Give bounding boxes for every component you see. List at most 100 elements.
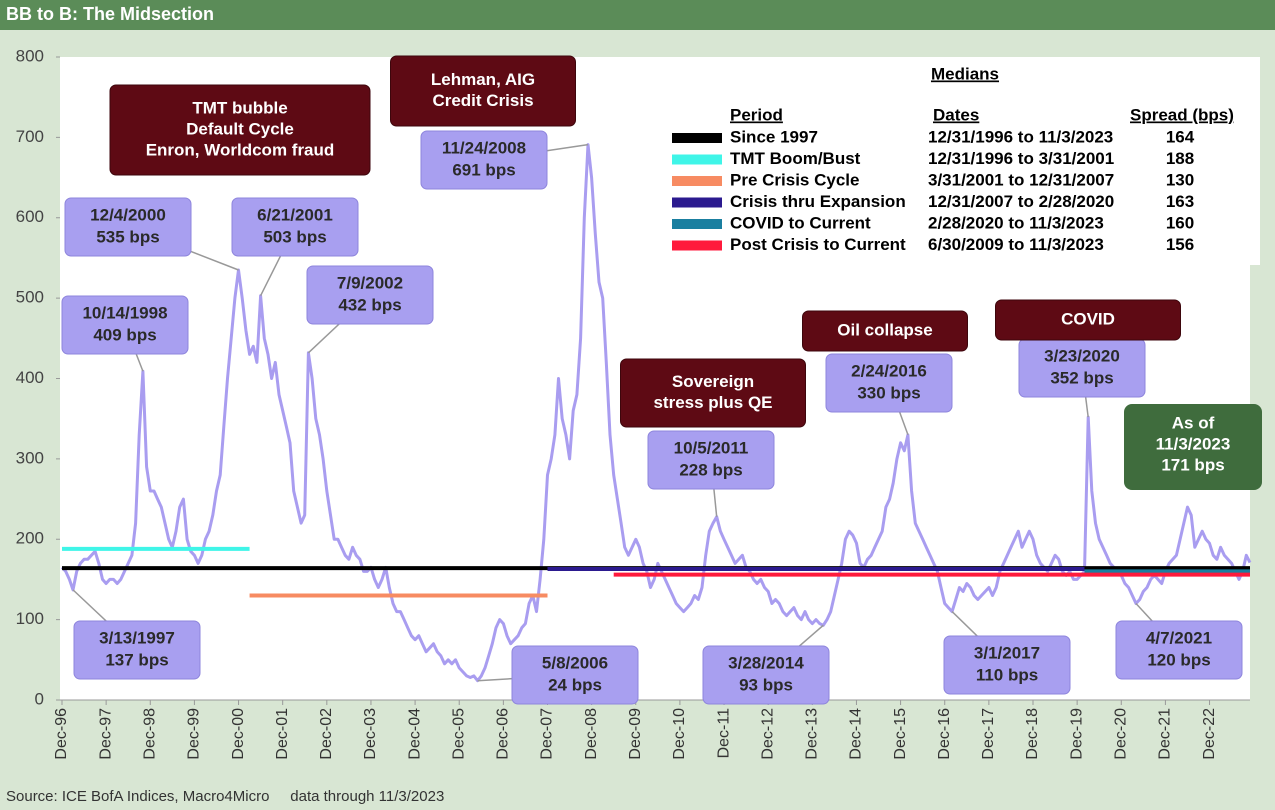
event-text: Credit Crisis xyxy=(432,91,533,110)
y-tick-label: 700 xyxy=(16,127,44,146)
legend-period: Since 1997 xyxy=(730,127,818,146)
legend-dates: 6/30/2009 to 11/3/2023 xyxy=(928,235,1104,254)
callout-value: 503 bps xyxy=(263,227,326,246)
callout-date: 2/24/2016 xyxy=(851,361,927,380)
callout-value: 120 bps xyxy=(1147,650,1210,669)
x-tick-label: Dec-07 xyxy=(539,708,556,760)
callout-box xyxy=(64,197,192,257)
callout-date: 5/8/2006 xyxy=(542,653,608,672)
as-of-box xyxy=(1124,404,1262,490)
callout-date: 3/28/2014 xyxy=(728,653,804,672)
y-tick-label: 800 xyxy=(16,46,44,65)
y-tick-label: 100 xyxy=(16,609,44,628)
callout-value: 137 bps xyxy=(105,650,168,669)
x-tick-label: Dec-13 xyxy=(804,708,821,760)
event-box xyxy=(390,55,576,127)
x-tick-label: Dec-19 xyxy=(1068,708,1085,760)
callout-value: 330 bps xyxy=(857,383,920,402)
x-tick-label: Dec-97 xyxy=(97,708,114,760)
callout-value: 24 bps xyxy=(548,675,602,694)
x-tick-label: Dec-96 xyxy=(53,708,70,760)
legend-value: 164 xyxy=(1166,127,1195,146)
event-text: TMT bubble xyxy=(192,98,287,117)
callout-value: 535 bps xyxy=(96,227,159,246)
legend-period: TMT Boom/Bust xyxy=(730,149,861,168)
callout-box xyxy=(420,130,548,190)
event-text: Sovereign xyxy=(672,372,754,391)
x-tick-label: Dec-05 xyxy=(450,708,467,760)
x-tick-label: Dec-09 xyxy=(627,708,644,760)
legend-panel xyxy=(663,57,1260,265)
event-box xyxy=(109,84,371,176)
callout-date: 11/24/2008 xyxy=(442,138,526,157)
legend-value: 156 xyxy=(1166,235,1194,254)
x-tick-label: Dec-10 xyxy=(671,708,688,760)
event-text: Lehman, AIG xyxy=(431,70,535,89)
x-tick-label: Dec-98 xyxy=(141,708,158,760)
legend-dates: 2/28/2020 to 11/3/2023 xyxy=(928,213,1104,232)
legend-value: 130 xyxy=(1166,170,1194,189)
callout-value: 432 bps xyxy=(338,295,401,314)
callout-value: 409 bps xyxy=(93,325,156,344)
callout-value: 110 bps xyxy=(976,665,1038,684)
x-tick-label: Dec-99 xyxy=(186,708,203,760)
x-tick-label: Dec-00 xyxy=(230,708,247,760)
x-tick-label: Dec-02 xyxy=(318,708,335,760)
y-tick-label: 0 xyxy=(35,689,44,708)
callout-date: 7/9/2002 xyxy=(337,273,403,292)
legend-dates: 12/31/1996 to 11/3/2023 xyxy=(928,127,1113,146)
callout-value: 691 bps xyxy=(452,160,515,179)
event-box xyxy=(620,358,806,428)
legend-header: Period xyxy=(730,105,783,124)
legend-header: Dates xyxy=(933,105,979,124)
x-tick-label: Dec-08 xyxy=(583,708,600,760)
legend-dates: 12/31/1996 to 3/31/2001 xyxy=(928,149,1114,168)
legend-value: 188 xyxy=(1166,149,1194,168)
y-tick-label: 500 xyxy=(16,288,44,307)
legend-period: Post Crisis to Current xyxy=(730,235,906,254)
event-text: Oil collapse xyxy=(837,320,932,339)
callout-date: 12/4/2000 xyxy=(90,205,166,224)
x-tick-label: Dec-21 xyxy=(1157,708,1174,760)
callout-date: 4/7/2021 xyxy=(1146,628,1212,647)
event-text: Enron, Worldcom fraud xyxy=(146,140,335,159)
x-tick-label: Dec-06 xyxy=(495,708,512,760)
x-tick-label: Dec-15 xyxy=(892,708,909,760)
callout-box xyxy=(825,353,953,413)
event-text: Default Cycle xyxy=(186,119,294,138)
callout-box xyxy=(702,645,830,705)
callout-box xyxy=(943,635,1071,695)
event-text: COVID xyxy=(1061,309,1115,328)
as-of-text: As of xyxy=(1172,413,1215,432)
callout-date: 3/1/2017 xyxy=(974,643,1040,662)
x-tick-label: Dec-12 xyxy=(759,708,776,760)
x-tick-label: Dec-17 xyxy=(980,708,997,760)
x-tick-label: Dec-14 xyxy=(848,708,865,760)
legend-period: Crisis thru Expansion xyxy=(730,192,906,211)
callout-box xyxy=(1115,620,1243,680)
spread-line xyxy=(60,143,1252,683)
legend-dates: 12/31/2007 to 2/28/2020 xyxy=(928,192,1114,211)
event-box xyxy=(802,310,968,352)
legend-title: Medians xyxy=(931,64,999,83)
event-box xyxy=(995,299,1181,341)
x-tick-label: Dec-11 xyxy=(715,708,732,758)
y-tick-label: 200 xyxy=(16,529,44,548)
as-of-text: 171 bps xyxy=(1161,455,1224,474)
legend-period: COVID to Current xyxy=(730,213,871,232)
callout-value: 228 bps xyxy=(679,460,742,479)
x-tick-label: Dec-04 xyxy=(406,708,423,760)
x-tick-label: Dec-22 xyxy=(1201,708,1218,760)
header-bar xyxy=(0,0,1275,30)
event-text: stress plus QE xyxy=(653,393,772,412)
x-tick-label: Dec-03 xyxy=(362,708,379,760)
callout-value: 93 bps xyxy=(739,675,793,694)
legend-dates: 3/31/2001 to 12/31/2007 xyxy=(928,170,1114,189)
y-tick-label: 600 xyxy=(16,207,44,226)
legend-header: Spread (bps) xyxy=(1130,105,1234,124)
legend-value: 160 xyxy=(1166,213,1194,232)
x-tick-label: Dec-20 xyxy=(1112,708,1129,760)
callout-box xyxy=(73,620,201,680)
